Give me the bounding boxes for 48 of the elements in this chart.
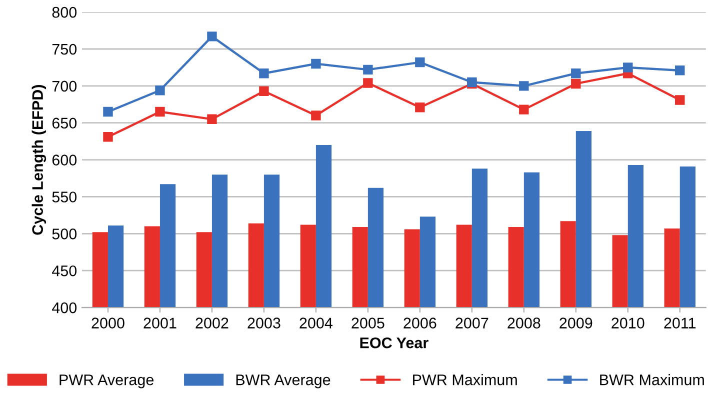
x-tick-label: 2000 bbox=[92, 318, 124, 328]
point bbox=[311, 58, 321, 69]
x-tick-label: 2009 bbox=[560, 318, 592, 328]
x-tick-label: 2002 bbox=[196, 318, 228, 328]
point bbox=[415, 102, 425, 112]
x-tick-label: 2004 bbox=[300, 318, 332, 328]
point bbox=[363, 78, 373, 88]
point bbox=[103, 106, 113, 117]
y-tick-label: 450 bbox=[52, 265, 77, 276]
x-tick-label: 2005 bbox=[352, 318, 384, 328]
point bbox=[259, 86, 269, 96]
point bbox=[415, 57, 425, 68]
point bbox=[103, 132, 113, 142]
legend-label: BWR Average bbox=[236, 374, 330, 388]
point bbox=[623, 62, 633, 72]
y-tick-label: 400 bbox=[52, 302, 77, 314]
y-axis-title: Cycle Length (EFPD) bbox=[32, 85, 46, 235]
x-tick-label: 2006 bbox=[404, 318, 436, 328]
y-tick-label: 650 bbox=[52, 118, 77, 129]
x-tick-label: 2001 bbox=[144, 318, 176, 328]
x-tick-label: 2010 bbox=[612, 318, 644, 328]
point bbox=[259, 68, 269, 78]
legend-label: PWR Maximum bbox=[413, 374, 517, 386]
y-tick-label: 700 bbox=[52, 80, 77, 92]
x-tick-label: 2008 bbox=[508, 318, 540, 328]
x-tick-label: 2007 bbox=[456, 318, 488, 328]
point bbox=[519, 104, 529, 114]
x-tick-label: 2011 bbox=[664, 318, 696, 328]
y-tick-label: 600 bbox=[52, 154, 77, 166]
y-tick-label: 550 bbox=[52, 192, 77, 202]
point bbox=[675, 66, 685, 76]
y-tick-label: 800 bbox=[52, 6, 77, 18]
point bbox=[155, 106, 165, 117]
point bbox=[363, 64, 373, 75]
y-tick-label: 750 bbox=[52, 44, 77, 55]
point bbox=[207, 32, 217, 42]
point bbox=[519, 81, 529, 91]
point bbox=[155, 86, 165, 96]
point bbox=[571, 78, 581, 89]
legend-label: PWR Average bbox=[60, 374, 154, 388]
point bbox=[207, 114, 217, 124]
x-tick-label: 2003 bbox=[248, 318, 280, 328]
legend-label: BWR Maximum bbox=[600, 374, 704, 386]
x-axis-title: EOC Year bbox=[360, 337, 428, 348]
y-tick-label: 500 bbox=[52, 228, 77, 240]
point bbox=[571, 68, 581, 78]
point bbox=[311, 110, 321, 120]
point bbox=[675, 95, 685, 105]
